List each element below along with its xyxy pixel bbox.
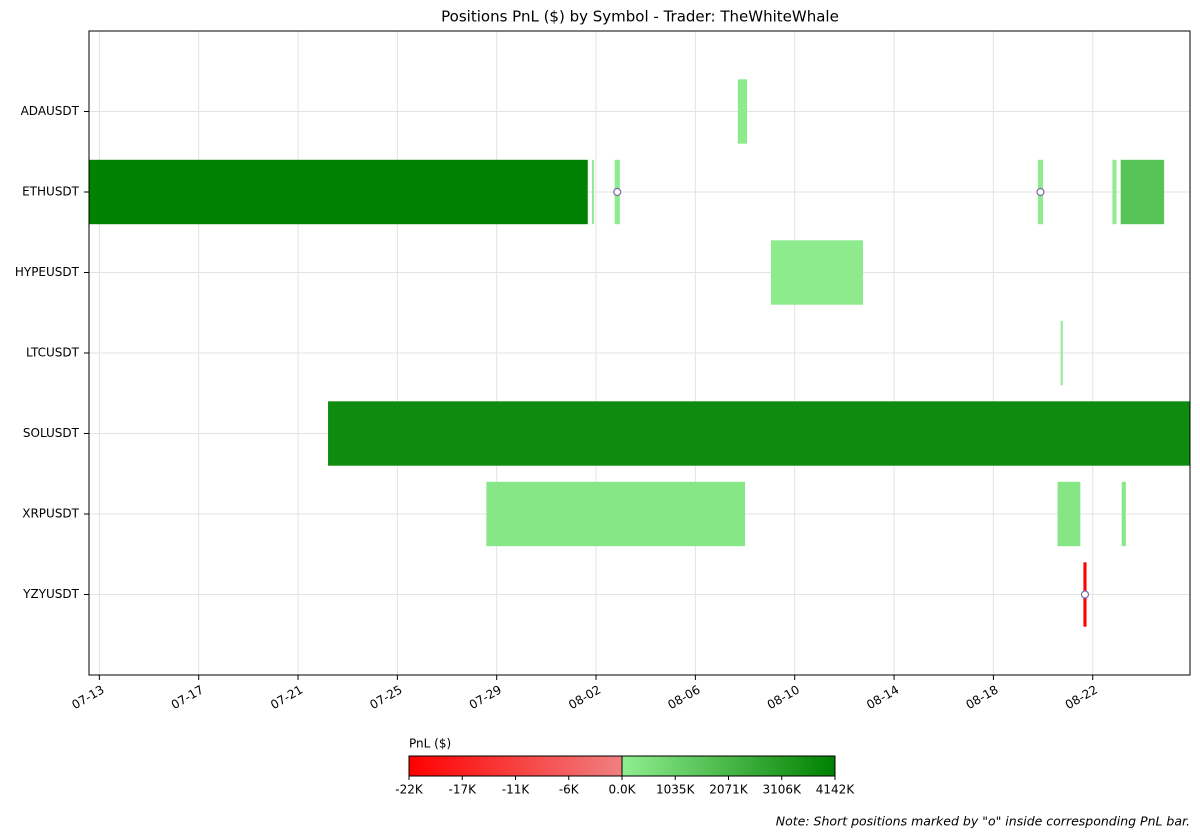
chart-title: Positions PnL ($) by Symbol - Trader: Th… bbox=[441, 8, 839, 26]
colorbar-tick-label: 1035K bbox=[656, 783, 696, 797]
y-tick-label: YZYUSDT bbox=[22, 587, 80, 601]
x-tick-label: 08-22 bbox=[1063, 683, 1100, 713]
x-tick-label: 08-18 bbox=[963, 683, 1000, 713]
short-marker bbox=[613, 187, 622, 197]
colorbar-tick-label: -17K bbox=[449, 783, 478, 797]
x-tick-label: 08-02 bbox=[566, 683, 603, 713]
note: Note: Short positions marked by "o" insi… bbox=[776, 814, 1190, 829]
x-tick-label: 07-29 bbox=[467, 683, 504, 713]
x-tick-label: 07-21 bbox=[268, 683, 305, 713]
position-bar bbox=[328, 401, 1190, 466]
position-bar bbox=[1112, 159, 1117, 225]
position-bar bbox=[1057, 481, 1081, 547]
colorbar-tick-label: 4142K bbox=[816, 783, 856, 797]
x-tick-label: 08-14 bbox=[864, 683, 901, 713]
x-tick-label: 08-10 bbox=[765, 683, 802, 713]
position-bar bbox=[1120, 159, 1165, 225]
y-tick-label: HYPEUSDT bbox=[15, 265, 80, 279]
position-bar bbox=[486, 481, 746, 547]
colorbar-tick-label: -22K bbox=[395, 783, 424, 797]
colorbar-tick-label: -11K bbox=[502, 783, 531, 797]
colorbar-tick-label: 3106K bbox=[763, 783, 803, 797]
colorbar-label: PnL ($) bbox=[409, 737, 451, 751]
x-tick-label: 08-06 bbox=[665, 683, 702, 713]
y-tick-label: ETHUSDT bbox=[22, 185, 80, 199]
y-tick-label: ADAUSDT bbox=[21, 104, 80, 118]
colorbar-tick-label: 0.0K bbox=[609, 783, 637, 797]
x-tick-label: 07-13 bbox=[69, 683, 106, 713]
position-bar bbox=[770, 240, 864, 305]
colorbar-tick-label: 2071K bbox=[709, 783, 749, 797]
x-tick-label: 07-25 bbox=[367, 683, 404, 713]
y-tick-label: SOLUSDT bbox=[23, 426, 80, 440]
y-tick-label: XRPUSDT bbox=[22, 507, 79, 521]
position-bar bbox=[1121, 481, 1126, 547]
short-marker bbox=[1036, 187, 1045, 197]
position-bar bbox=[591, 159, 594, 225]
position-bar bbox=[89, 159, 588, 225]
colorbar-negative bbox=[408, 755, 623, 777]
x-tick-label: 07-17 bbox=[169, 683, 206, 713]
y-tick-label: LTCUSDT bbox=[26, 346, 80, 360]
colorbar-tick-label: -6K bbox=[559, 783, 580, 797]
position-bar bbox=[737, 79, 748, 144]
short-marker bbox=[1080, 590, 1090, 599]
colorbar-positive bbox=[621, 755, 836, 777]
plot-frame bbox=[88, 30, 1191, 676]
position-bar bbox=[1060, 320, 1063, 386]
